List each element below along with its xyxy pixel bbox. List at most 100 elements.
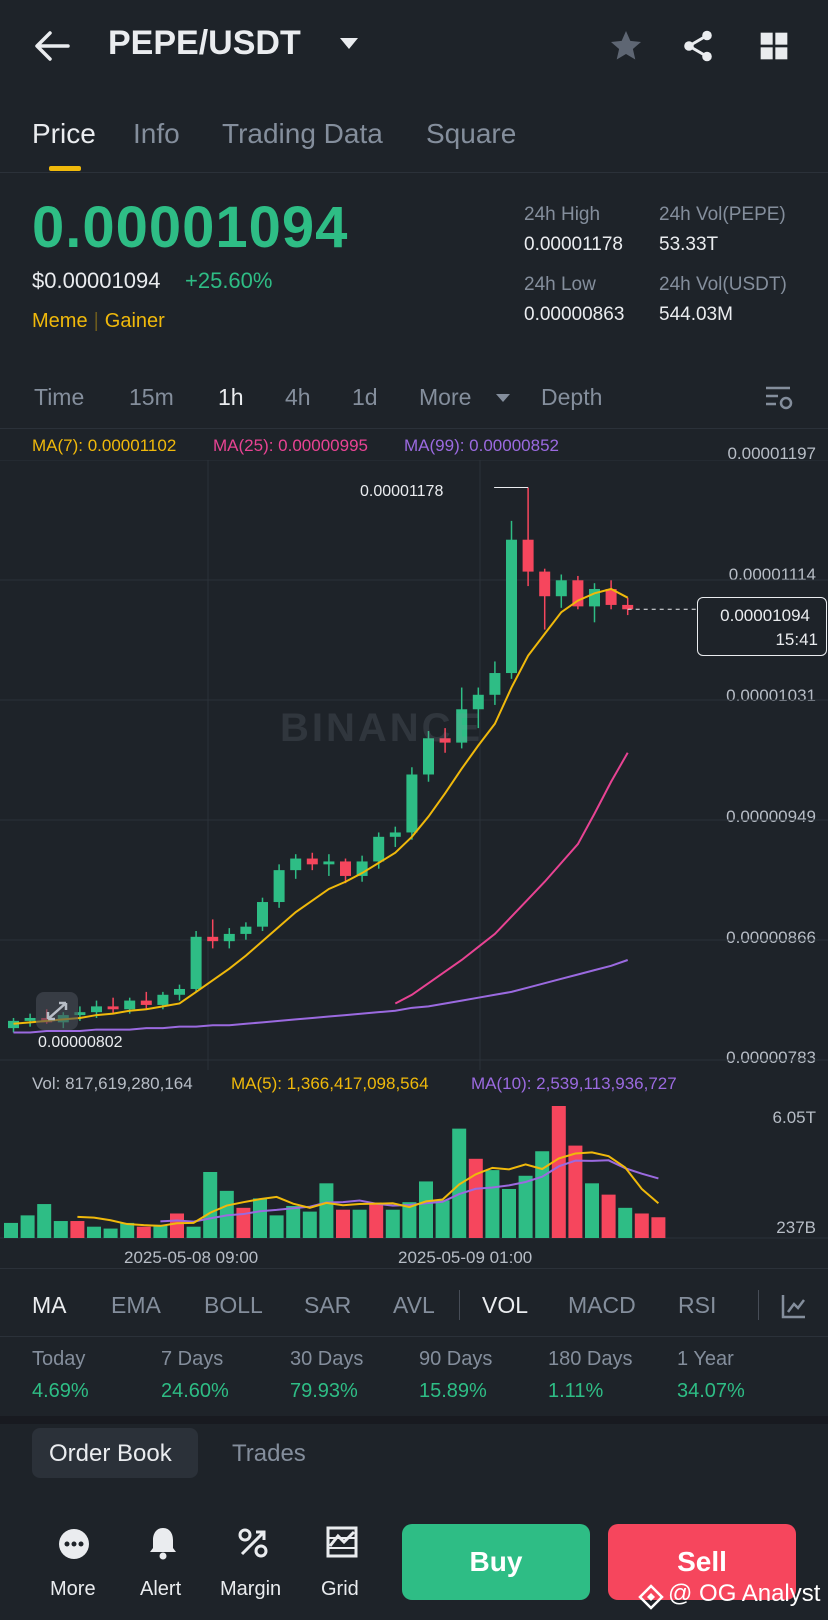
- indicator-divider: [758, 1290, 759, 1320]
- grid-bot-icon[interactable]: [326, 1526, 358, 1558]
- candle-body: [373, 836, 385, 862]
- y-axis-label: 0.00001114: [728, 565, 816, 584]
- perf-value-today: 4.69%: [32, 1380, 89, 1402]
- indicator-divider: [459, 1290, 460, 1320]
- creator-watermark: @ OG Analyst: [668, 1580, 821, 1607]
- candle-body: [323, 861, 335, 865]
- candle-body: [622, 604, 634, 610]
- indicator-macd[interactable]: MACD: [568, 1292, 636, 1318]
- timeframe-depth[interactable]: Depth: [541, 384, 603, 410]
- back-arrow-icon[interactable]: [34, 30, 70, 62]
- volume-ma5-line: [77, 1151, 660, 1227]
- candle-body: [572, 580, 584, 607]
- section-divider: [0, 1416, 828, 1424]
- nav-margin-label[interactable]: Margin: [220, 1578, 282, 1600]
- expand-icon: [46, 1001, 68, 1021]
- perf-value-90d: 15.89%: [419, 1380, 487, 1402]
- volume-bar: [120, 1222, 135, 1238]
- share-icon[interactable]: [680, 28, 716, 64]
- perf-label-180d: 180 Days: [548, 1348, 633, 1370]
- volume-bar: [402, 1202, 417, 1238]
- trades-tab-label[interactable]: Trades: [232, 1440, 306, 1467]
- more-icon[interactable]: [58, 1528, 90, 1560]
- volume-bar: [53, 1221, 68, 1238]
- pair-dropdown-icon[interactable]: [340, 38, 358, 49]
- pair-title[interactable]: PEPE/USDT: [108, 24, 301, 62]
- timeframe-1d[interactable]: 1d: [352, 384, 378, 410]
- timeframe-time[interactable]: Time: [34, 384, 85, 410]
- tab-info[interactable]: Info: [133, 118, 180, 149]
- candlestick-chart[interactable]: [0, 460, 828, 1070]
- volume-bar: [651, 1217, 666, 1238]
- ma99-line: [13, 959, 629, 1034]
- volume-value: Vol: 817,619,280,164: [32, 1074, 193, 1093]
- timeframe-4h[interactable]: 4h: [285, 384, 311, 410]
- candle-body: [389, 832, 401, 837]
- candle-body: [140, 1000, 152, 1005]
- nav-more-label[interactable]: More: [50, 1578, 96, 1600]
- stat-low-value: 0.00000863: [524, 304, 625, 325]
- tag-meme[interactable]: Meme: [32, 310, 88, 332]
- candle-body: [107, 1006, 119, 1010]
- indicator-settings-icon[interactable]: [780, 1292, 808, 1320]
- indicator-vol[interactable]: VOL: [482, 1292, 529, 1318]
- tag-gainer[interactable]: Gainer: [104, 310, 165, 332]
- binance-watermark: BINANCE: [280, 706, 484, 750]
- candle-body: [273, 870, 285, 903]
- order-book-tab[interactable]: [32, 1428, 198, 1478]
- indicator-avl[interactable]: AVL: [393, 1292, 435, 1318]
- perf-value-1y: 34.07%: [677, 1380, 745, 1402]
- more-caret-icon[interactable]: [496, 394, 510, 402]
- perf-label-1y: 1 Year: [677, 1348, 734, 1370]
- price-change-percent: +25.60%: [185, 268, 273, 293]
- buy-button[interactable]: Buy: [402, 1524, 590, 1600]
- buy-button-label: Buy: [469, 1546, 523, 1577]
- volume-bar: [585, 1183, 599, 1238]
- favorite-star-icon[interactable]: [608, 28, 644, 64]
- candle-body: [91, 1006, 102, 1013]
- candle-body: [506, 539, 517, 674]
- nav-alert-label[interactable]: Alert: [140, 1578, 182, 1600]
- volume-bar: [535, 1151, 550, 1238]
- divider: [0, 428, 828, 429]
- volume-bar: [103, 1228, 118, 1238]
- candle-body: [124, 1000, 136, 1010]
- last-price-tag-value: 0.00001094: [720, 606, 810, 625]
- tab-price[interactable]: Price: [32, 118, 96, 149]
- volume-axis-bottom: 237B: [776, 1218, 816, 1237]
- candle-body: [8, 1020, 19, 1029]
- perf-value-180d: 1.11%: [548, 1380, 604, 1402]
- stat-vol-base-value: 53.33T: [659, 234, 719, 255]
- margin-percent-icon[interactable]: [236, 1526, 270, 1560]
- volume-bar: [551, 1106, 566, 1238]
- x-axis-label: 2025-05-08 09:00: [124, 1248, 259, 1267]
- timeframe-15m[interactable]: 15m: [129, 384, 174, 410]
- perf-value-30d: 79.93%: [290, 1380, 358, 1402]
- alert-bell-icon[interactable]: [148, 1526, 178, 1560]
- indicator-ema[interactable]: EMA: [111, 1292, 161, 1318]
- grid-menu-icon[interactable]: [758, 30, 790, 62]
- indicator-sar[interactable]: SAR: [304, 1292, 352, 1318]
- volume-bar: [336, 1209, 350, 1238]
- candle-body: [539, 571, 551, 597]
- x-axis-label: 2025-05-09 01:00: [398, 1248, 533, 1267]
- indicator-boll[interactable]: BOLL: [204, 1292, 263, 1318]
- ma7-line: [13, 587, 629, 1025]
- y-axis-label: 0.00001197: [727, 444, 816, 463]
- volume-bar: [435, 1200, 450, 1238]
- chart-settings-icon[interactable]: [764, 384, 794, 412]
- order-book-tab-label[interactable]: Order Book: [49, 1440, 172, 1467]
- candle-body: [74, 1012, 86, 1016]
- tab-trading-data[interactable]: Trading Data: [222, 118, 383, 149]
- timeframe-1h[interactable]: 1h: [218, 384, 244, 410]
- divider: [0, 1268, 828, 1269]
- tab-square[interactable]: Square: [426, 118, 517, 149]
- volume-bar: [286, 1205, 301, 1238]
- indicator-ma[interactable]: MA: [32, 1292, 67, 1318]
- stat-high-label: 24h High: [524, 204, 601, 225]
- sell-button[interactable]: Sell: [608, 1524, 796, 1600]
- indicator-rsi[interactable]: RSI: [678, 1292, 717, 1318]
- timeframe-more[interactable]: More: [419, 384, 472, 410]
- fullscreen-button[interactable]: [36, 992, 78, 1030]
- nav-grid-label[interactable]: Grid: [321, 1578, 359, 1600]
